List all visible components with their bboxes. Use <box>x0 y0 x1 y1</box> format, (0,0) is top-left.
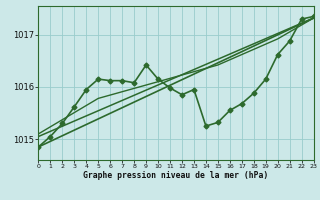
X-axis label: Graphe pression niveau de la mer (hPa): Graphe pression niveau de la mer (hPa) <box>84 171 268 180</box>
